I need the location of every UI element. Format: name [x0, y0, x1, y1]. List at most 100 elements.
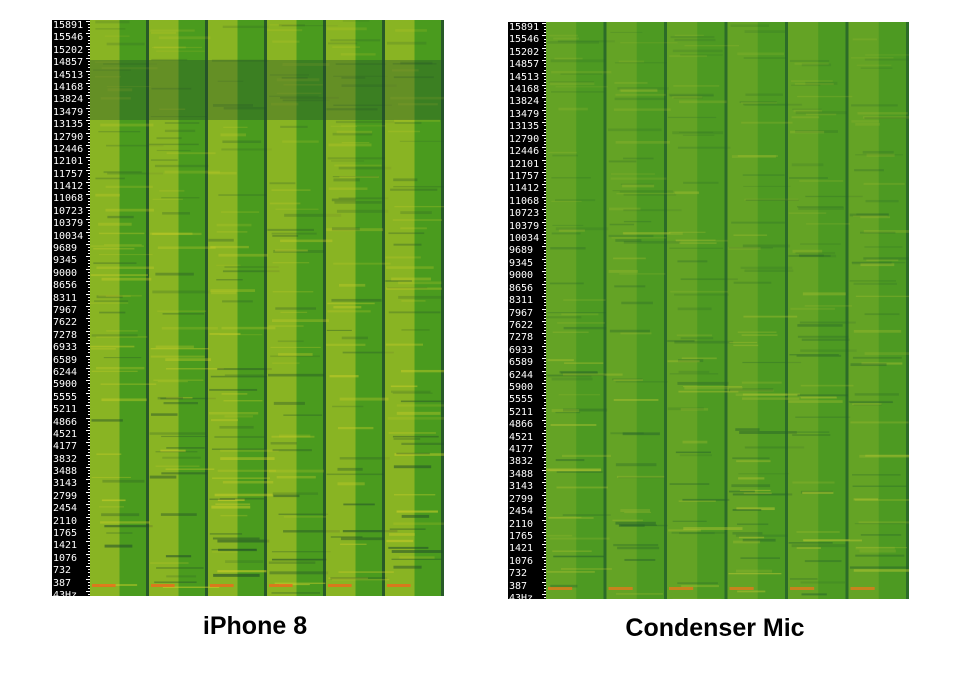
harmonic-streak — [558, 229, 585, 232]
frequency-tick-mark — [544, 227, 546, 229]
harmonic-streak — [672, 49, 723, 53]
frequency-tick-mark — [544, 252, 546, 254]
harmonic-streak — [680, 408, 709, 411]
harmonic-streak — [210, 245, 249, 249]
harmonic-streak — [791, 84, 821, 86]
frequency-tick-label: 11412 — [509, 183, 540, 195]
harmonic-streak — [610, 31, 643, 33]
harmonic-streak — [667, 339, 695, 343]
harmonic-streak — [804, 304, 853, 307]
frequency-tick-label: 11068 — [53, 193, 84, 205]
harmonic-streak — [392, 435, 439, 438]
frequency-tick-label: 8656 — [53, 280, 78, 292]
condenser-caption: Condenser Mic — [625, 614, 805, 642]
harmonic-streak — [212, 104, 253, 107]
harmonic-streak — [800, 243, 841, 245]
harmonic-streak — [334, 201, 382, 204]
harmonic-streak — [796, 354, 842, 357]
harmonic-streak — [801, 338, 850, 341]
frequency-tick-mark — [88, 166, 90, 168]
low-frequency-peak — [608, 587, 633, 590]
frequency-tick-mark — [544, 324, 546, 326]
frequency-tick-mark — [544, 491, 546, 493]
frequency-tick-mark — [542, 544, 546, 546]
harmonic-streak — [745, 93, 783, 96]
harmonic-streak — [332, 46, 360, 49]
harmonic-streak — [550, 247, 586, 250]
frequency-tick-mark — [544, 376, 546, 378]
frequency-tick-mark — [88, 151, 90, 153]
frequency-tick-mark — [544, 485, 546, 487]
harmonic-streak — [106, 86, 151, 88]
harmonic-streak — [735, 428, 760, 431]
frequency-tick-mark — [542, 109, 546, 111]
harmonic-streak — [224, 266, 279, 268]
harmonic-streak — [162, 456, 201, 459]
harmonic-streak — [788, 400, 843, 403]
frequency-tick-mark — [88, 185, 90, 187]
frequency-tick-label: 13479 — [509, 108, 540, 120]
frequency-tick-label: 15202 — [509, 46, 540, 58]
harmonic-streak — [740, 102, 778, 104]
harmonic-streak — [616, 192, 674, 195]
harmonic-streak — [608, 234, 654, 238]
harmonic-streak — [675, 239, 716, 241]
frequency-tick-mark — [544, 206, 546, 208]
frequency-tick-mark — [544, 265, 546, 267]
frequency-tick-mark — [88, 389, 90, 391]
harmonic-streak — [389, 528, 426, 530]
harmonic-streak — [745, 199, 799, 201]
frequency-tick-mark — [86, 566, 90, 568]
harmonic-streak — [394, 121, 422, 125]
harmonic-streak — [788, 431, 830, 433]
harmonic-streak — [739, 489, 771, 491]
harmonic-streak — [615, 239, 642, 242]
frequency-tick-mark — [86, 541, 90, 543]
harmonic-streak — [283, 83, 323, 86]
harmonic-streak — [336, 209, 389, 213]
harmonic-streak — [154, 581, 197, 584]
frequency-tick-mark — [88, 510, 90, 512]
frequency-tick-mark — [88, 253, 90, 255]
frequency-tick-mark — [88, 209, 90, 211]
harmonic-streak — [733, 281, 772, 284]
frequency-tick-label: 10034 — [509, 233, 540, 245]
frequency-tick-label: 14168 — [509, 84, 540, 96]
harmonic-streak — [614, 81, 648, 84]
frequency-tick-mark — [88, 148, 90, 149]
harmonic-streak — [222, 140, 262, 144]
frequency-tick-mark — [88, 76, 90, 78]
harmonic-streak — [551, 232, 581, 235]
harmonic-streak — [744, 269, 794, 272]
harmonic-streak — [162, 586, 220, 588]
frequency-tick-mark — [88, 324, 90, 326]
frequency-tick-mark — [88, 200, 90, 202]
frequency-tick-mark — [86, 417, 90, 419]
harmonic-streak — [796, 547, 821, 549]
harmonic-streak — [158, 36, 211, 40]
harmonic-streak — [850, 421, 909, 424]
harmonic-streak — [791, 116, 820, 119]
harmonic-streak — [396, 510, 438, 513]
harmonic-streak — [562, 514, 611, 516]
harmonic-streak — [800, 581, 845, 584]
harmonic-streak — [855, 295, 909, 298]
harmonic-streak — [679, 131, 714, 133]
frequency-tick-mark — [88, 197, 90, 199]
harmonic-streak — [670, 290, 728, 293]
frequency-tick-mark — [88, 213, 90, 215]
harmonic-streak — [681, 585, 719, 588]
frequency-tick-mark — [88, 275, 90, 277]
harmonic-streak — [155, 451, 198, 453]
frequency-tick-mark — [544, 199, 546, 201]
frequency-tick-mark — [544, 379, 546, 381]
harmonic-streak — [792, 249, 823, 253]
harmonic-streak — [339, 175, 379, 179]
harmonic-streak — [673, 191, 699, 194]
harmonic-streak — [327, 302, 375, 305]
harmonic-streak — [618, 60, 645, 63]
harmonic-streak — [105, 295, 131, 297]
frequency-tick-mark — [544, 547, 546, 549]
harmonic-streak — [677, 146, 731, 149]
frequency-tick-mark — [544, 351, 546, 353]
